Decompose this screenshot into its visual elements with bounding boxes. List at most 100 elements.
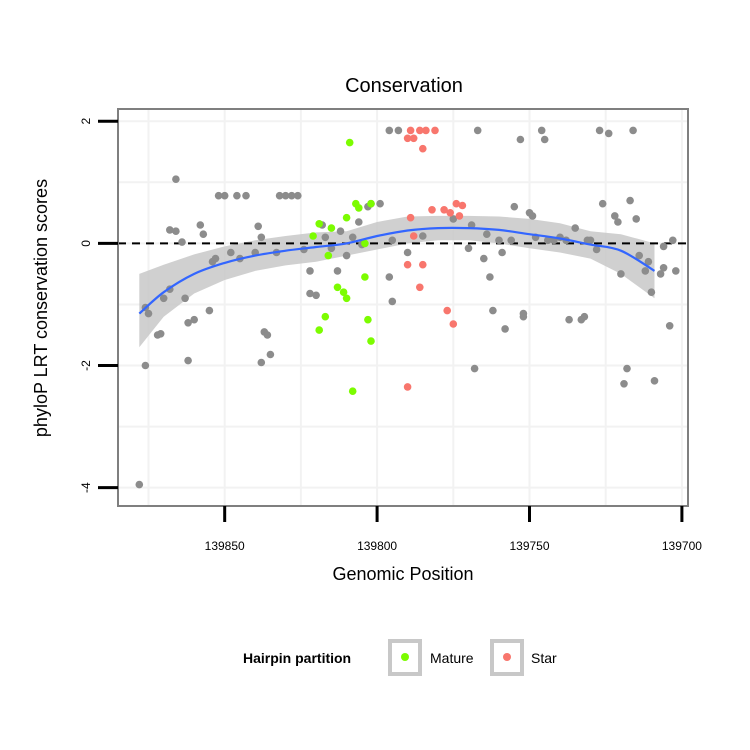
y-tick-label: 2 <box>79 118 93 125</box>
data-point-other <box>641 267 650 275</box>
data-point-star <box>403 383 412 391</box>
data-point-other <box>159 294 168 303</box>
data-point-star <box>419 260 427 269</box>
data-point-other <box>233 191 241 200</box>
data-point-other <box>178 238 186 246</box>
data-point-other <box>199 230 208 238</box>
data-point-other <box>385 273 394 281</box>
data-point-other <box>333 267 342 275</box>
plot-panel <box>117 108 689 507</box>
data-point-other <box>565 315 573 324</box>
data-point-other <box>275 191 284 200</box>
data-point-other <box>544 236 552 245</box>
data-point-other <box>592 245 601 254</box>
data-point-other <box>266 350 275 359</box>
data-point-mature <box>315 220 324 228</box>
data-point-other <box>263 331 272 339</box>
data-point-other <box>135 480 144 489</box>
data-point-other <box>388 236 397 245</box>
data-point-other <box>388 297 397 306</box>
data-point-other <box>586 236 595 245</box>
smooth-trend-line <box>138 226 656 315</box>
data-point-other <box>672 267 680 275</box>
data-point-other <box>172 175 180 183</box>
data-point-other <box>501 325 509 333</box>
data-point-other <box>464 244 473 253</box>
legend-title: Hairpin partition <box>243 650 351 666</box>
data-point-other <box>507 236 515 245</box>
data-point-other <box>656 270 665 278</box>
data-point-other <box>227 248 235 257</box>
data-point-star <box>440 206 448 214</box>
data-point-mature <box>367 337 375 345</box>
data-point-other <box>483 230 491 238</box>
data-point-other <box>449 215 458 223</box>
legend: Hairpin partition Mature Star <box>243 639 557 676</box>
data-point-other <box>480 254 488 263</box>
data-point-star <box>455 212 464 220</box>
x-axis: 139850 139800 139750 139700 <box>205 506 702 553</box>
data-point-other <box>306 289 314 298</box>
plot-border <box>117 108 689 507</box>
data-point-mature <box>348 387 357 396</box>
data-point-other <box>181 294 189 303</box>
data-point-other <box>294 191 302 200</box>
data-point-mature <box>355 204 363 212</box>
plot-background <box>117 108 689 507</box>
data-point-other <box>486 273 494 281</box>
data-point-star <box>458 201 467 210</box>
data-point-other <box>190 315 198 324</box>
data-point-star <box>446 209 455 217</box>
data-point-other <box>214 191 223 200</box>
data-point-other <box>623 364 631 373</box>
data-point-star <box>403 134 412 143</box>
y-tick-label: -2 <box>79 360 93 371</box>
data-point-other <box>336 227 345 235</box>
data-point-other <box>419 232 427 240</box>
data-point-other <box>306 267 314 275</box>
data-point-other <box>519 309 528 318</box>
legend-label-mature: Mature <box>430 650 474 666</box>
data-point-other <box>650 377 659 385</box>
data-point-star <box>443 306 452 315</box>
data-point-other <box>632 215 640 223</box>
data-point-other <box>257 233 266 242</box>
data-point-other <box>355 218 363 226</box>
data-points <box>135 126 680 489</box>
data-point-other <box>348 233 357 242</box>
x-tick-label: 139800 <box>357 539 397 553</box>
data-point-other <box>489 306 497 315</box>
data-point-mature <box>364 315 372 324</box>
data-point-mature <box>367 199 375 208</box>
data-point-other <box>184 356 192 365</box>
x-tick-label: 139700 <box>662 539 702 553</box>
data-point-star <box>419 144 427 153</box>
data-point-other <box>665 322 674 330</box>
data-point-mature <box>361 239 369 248</box>
data-point-other <box>254 222 262 231</box>
x-axis-label: Genomic Position <box>332 564 473 584</box>
data-point-other <box>376 199 384 208</box>
data-point-star <box>449 320 458 328</box>
data-point-other <box>184 319 192 327</box>
legend-entry-star: Star <box>490 639 557 676</box>
data-point-star <box>409 134 418 143</box>
x-tick-label: 139850 <box>205 539 245 553</box>
data-point-other <box>635 251 643 260</box>
data-point-mature <box>327 224 336 232</box>
data-point-other <box>537 126 546 135</box>
series-other <box>135 126 680 489</box>
data-point-other <box>166 226 174 234</box>
data-point-other <box>510 202 519 211</box>
data-point-star <box>406 213 415 222</box>
data-point-other <box>242 191 250 200</box>
data-point-star <box>431 126 439 135</box>
data-point-other <box>281 191 290 200</box>
data-point-star <box>452 199 461 208</box>
data-point-star <box>428 206 436 214</box>
data-point-other <box>528 212 537 220</box>
data-point-other <box>196 221 205 229</box>
data-point-star <box>403 260 412 269</box>
data-point-other <box>498 248 506 257</box>
data-point-other <box>516 135 525 144</box>
